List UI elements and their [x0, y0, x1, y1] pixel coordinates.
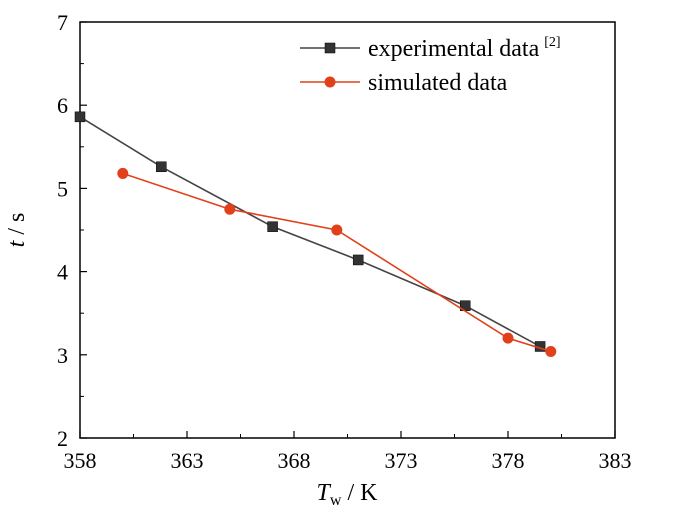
series-line — [122, 172, 552, 353]
x-axis-label: Tw / K — [317, 480, 379, 509]
legend-label: experimental data [2] — [368, 35, 561, 62]
data-point-marker — [352, 254, 364, 266]
y-tick-label: 7 — [57, 10, 68, 35]
x-tick-label: 378 — [492, 448, 525, 473]
x-tick-label: 363 — [171, 448, 204, 473]
legend-item: simulated data — [300, 70, 508, 96]
x-tick-label: 373 — [385, 448, 418, 473]
y-tick-label: 3 — [57, 343, 68, 368]
x-tick-label: 368 — [278, 448, 311, 473]
data-point-marker — [224, 203, 236, 215]
series-layer — [74, 111, 557, 357]
y-tick-label: 4 — [57, 260, 68, 285]
y-tick-label: 6 — [57, 93, 68, 118]
x-tick-label: 383 — [599, 448, 632, 473]
y-tick-label: 2 — [57, 426, 68, 451]
data-point-marker — [502, 332, 514, 344]
data-point-marker — [117, 167, 129, 179]
y-axis-label: t / s — [4, 213, 30, 248]
y-tick-label: 5 — [57, 176, 68, 201]
axis-ticks: 358 363 368 373 378 383 2 3 4 5 6 7 — [57, 10, 632, 473]
legend: experimental data [2] simulated data — [300, 35, 561, 96]
data-point-marker — [324, 42, 336, 54]
x-tick-label: 358 — [64, 448, 97, 473]
data-point-marker — [545, 345, 557, 357]
legend-item: experimental data [2] — [300, 35, 561, 62]
data-point-marker — [331, 224, 343, 236]
data-point-marker — [74, 111, 86, 123]
series-line — [79, 116, 541, 348]
series-2 — [117, 167, 557, 357]
series-1 — [74, 111, 546, 352]
data-point-marker — [156, 161, 167, 173]
data-point-marker — [267, 221, 278, 232]
plot-frame — [79, 21, 616, 439]
legend-label: simulated data — [368, 70, 508, 96]
data-point-marker — [324, 76, 336, 88]
